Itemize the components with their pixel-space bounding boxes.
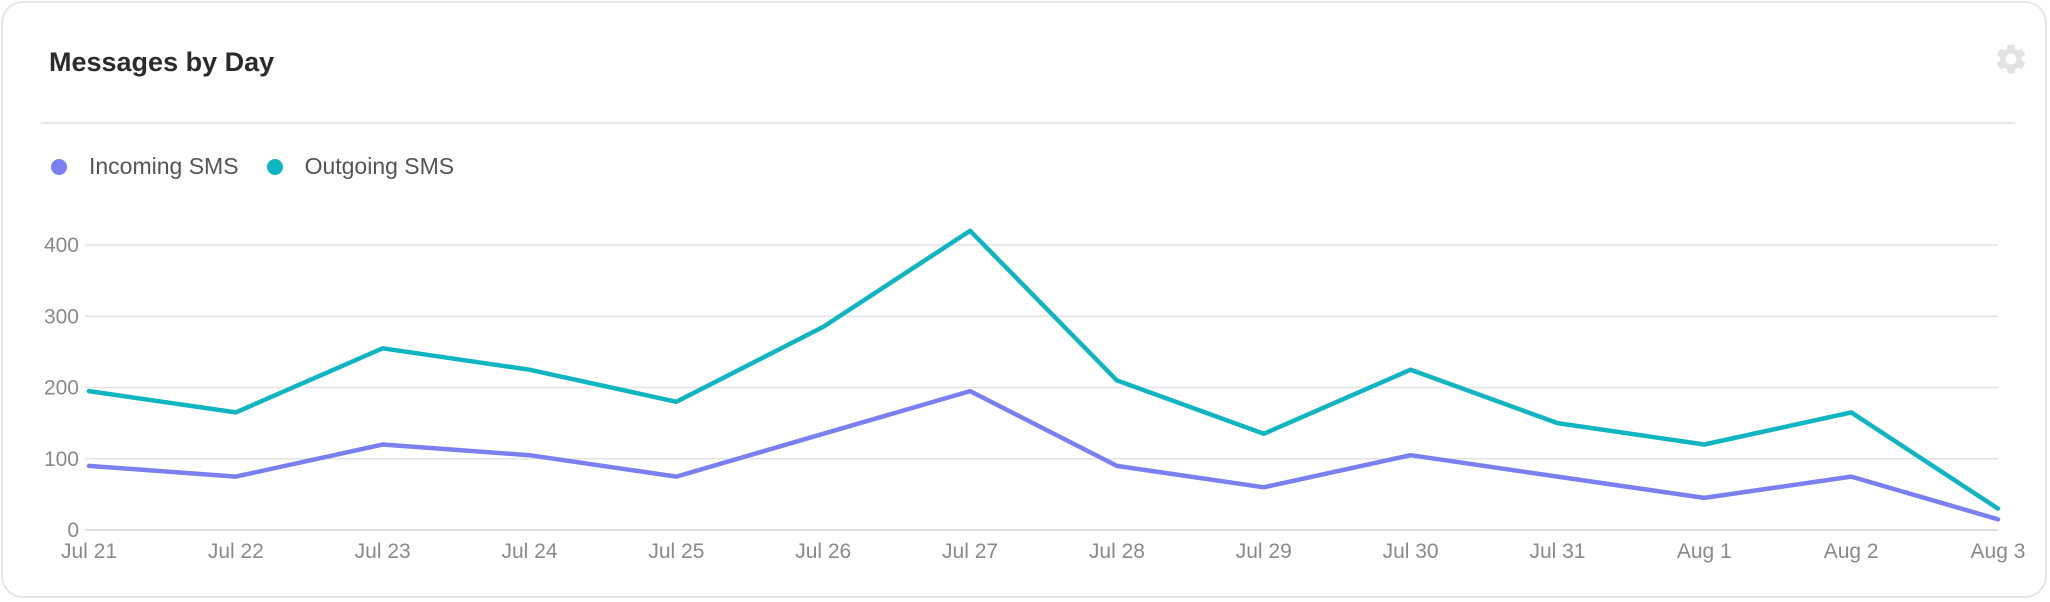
y-tick-label: 200: [44, 377, 79, 400]
legend-label-outgoing: Outgoing SMS: [304, 153, 455, 179]
x-tick-label: Aug 1: [1677, 540, 1732, 563]
x-tick-label: Jul 27: [942, 540, 998, 563]
outgoing-sms-line: [86, 228, 2001, 511]
y-tick-label: 400: [44, 234, 79, 257]
x-tick-label: Jul 25: [648, 540, 704, 563]
legend-item-incoming[interactable]: Incoming SMS: [51, 153, 239, 180]
chart-title: Messages by Day: [49, 47, 275, 77]
x-tick-label: Jul 28: [1089, 540, 1145, 563]
legend-label-incoming: Incoming SMS: [89, 153, 239, 179]
x-tick-label: Jul 21: [61, 540, 117, 563]
x-tick-label: Jul 30: [1383, 540, 1439, 563]
y-tick-label: 0: [67, 519, 79, 542]
x-tick-label: Jul 22: [208, 540, 264, 563]
incoming-sms-line: [86, 388, 2001, 522]
y-tick-label: 300: [44, 305, 79, 328]
gear-icon[interactable]: [1993, 41, 2029, 77]
x-tick-label: Jul 26: [795, 540, 851, 563]
x-tick-label: Jul 23: [355, 540, 411, 563]
x-tick-label: Jul 29: [1236, 540, 1292, 563]
x-tick-label: Jul 31: [1529, 540, 1585, 563]
legend-dot-incoming: [51, 158, 67, 175]
x-tick-label: Aug 3: [1971, 540, 2026, 563]
chart-legend: Incoming SMS Outgoing SMS: [51, 153, 482, 180]
header-divider: [41, 122, 2015, 124]
x-tick-label: Jul 24: [502, 540, 558, 563]
x-tick-label: Aug 2: [1824, 540, 1879, 563]
y-tick-label: 100: [44, 448, 79, 471]
legend-dot-outgoing: [266, 158, 283, 175]
legend-item-outgoing[interactable]: Outgoing SMS: [266, 153, 455, 180]
